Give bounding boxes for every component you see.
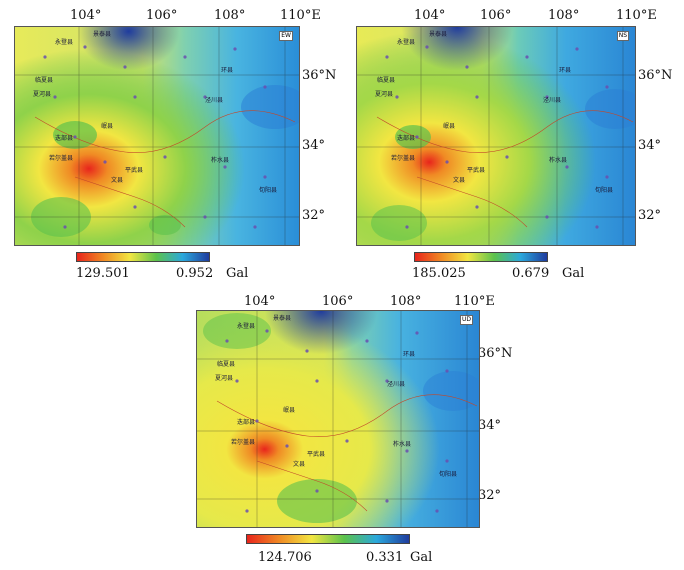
lon-label: 110°E — [454, 294, 495, 309]
town-label: 永登县 — [397, 39, 416, 46]
lat-label: 36°N — [478, 346, 513, 361]
town-label: 若尔盖县 — [391, 155, 416, 162]
town-label: 平武县 — [307, 451, 326, 458]
town-label: 旬阳县 — [259, 187, 278, 194]
town-label: 平武县 — [125, 167, 144, 174]
town-label: 柞水县 — [549, 157, 568, 164]
town-label: 平武县 — [467, 167, 486, 174]
contour-map: NS 永登县 景泰县 临夏县 夏河县 迭部县 若尔盖县 岷县 文县 平武县 柞水… — [356, 26, 636, 246]
colorbar-min: 0.331 — [366, 550, 404, 565]
lat-label: 32° — [638, 208, 662, 223]
component-tag: UD — [459, 315, 473, 325]
colorbar — [246, 534, 410, 544]
colorbar-max: 124.706 — [258, 550, 312, 565]
lon-label: 104° — [70, 8, 102, 23]
town-label: 旬阳县 — [595, 187, 614, 194]
lon-label: 110°E — [280, 8, 321, 23]
lon-label: 106° — [480, 8, 512, 23]
town-label: 环县 — [221, 67, 234, 74]
lat-label: 36°N — [638, 68, 673, 83]
colorbar — [414, 252, 548, 262]
colorbar-unit: Gal — [410, 550, 433, 565]
town-label: 迭部县 — [397, 135, 416, 142]
lon-label: 104° — [244, 294, 276, 309]
town-label: 岷县 — [283, 407, 296, 414]
town-label: 景泰县 — [429, 31, 448, 38]
town-label: 临夏县 — [217, 361, 236, 368]
lon-label: 108° — [548, 8, 580, 23]
town-label: 文县 — [293, 461, 306, 468]
town-label: 岷县 — [101, 123, 114, 130]
lon-label: 106° — [146, 8, 178, 23]
town-label: 旬阳县 — [439, 471, 458, 478]
lon-label: 110°E — [616, 8, 657, 23]
lat-label: 36°N — [302, 68, 337, 83]
contour-map: EW 永登县 景泰县 临夏县 夏河县 迭部县 若尔盖县 岷县 文县 平武县 柞水… — [14, 26, 300, 246]
town-label: 永登县 — [237, 323, 256, 330]
lat-label: 32° — [302, 208, 326, 223]
town-label: 岷县 — [443, 123, 456, 130]
intensity-field — [357, 27, 635, 245]
town-label: 迭部县 — [55, 135, 74, 142]
town-label: 夏河县 — [33, 91, 52, 98]
contour-map: UD 永登县 景泰县 临夏县 夏河县 迭部县 若尔盖县 岷县 文县 平武县 柞水… — [196, 310, 480, 528]
town-label: 永登县 — [55, 39, 74, 46]
town-label: 泾川县 — [543, 97, 562, 104]
town-label: 泾川县 — [387, 381, 406, 388]
town-label: 临夏县 — [377, 77, 396, 84]
lat-label: 34° — [638, 138, 662, 153]
lon-label: 108° — [390, 294, 422, 309]
component-tag: EW — [279, 31, 293, 41]
lat-label: 34° — [302, 138, 326, 153]
town-label: 柞水县 — [211, 157, 230, 164]
lat-label: 34° — [478, 418, 502, 433]
colorbar-unit: Gal — [226, 266, 249, 281]
intensity-field — [15, 27, 299, 245]
component-tag: NS — [616, 31, 629, 41]
town-label: 迭部县 — [237, 419, 256, 426]
lat-label: 32° — [478, 488, 502, 503]
colorbar-max: 129.501 — [76, 266, 130, 281]
colorbar-min: 0.679 — [512, 266, 550, 281]
lon-label: 106° — [322, 294, 354, 309]
town-label: 景泰县 — [93, 31, 112, 38]
colorbar-max: 185.025 — [412, 266, 466, 281]
town-label: 景泰县 — [273, 315, 292, 322]
town-label: 临夏县 — [35, 77, 54, 84]
town-label: 环县 — [559, 67, 572, 74]
town-label: 泾川县 — [205, 97, 224, 104]
colorbar — [76, 252, 210, 262]
town-label: 若尔盖县 — [49, 155, 74, 162]
town-label: 夏河县 — [375, 91, 394, 98]
town-label: 环县 — [403, 351, 416, 358]
lon-label: 104° — [414, 8, 446, 23]
lon-label: 108° — [214, 8, 246, 23]
intensity-field — [197, 311, 479, 527]
town-label: 文县 — [453, 177, 466, 184]
town-label: 若尔盖县 — [231, 439, 256, 446]
colorbar-min: 0.952 — [176, 266, 214, 281]
town-label: 文县 — [111, 177, 124, 184]
colorbar-unit: Gal — [562, 266, 585, 281]
town-label: 夏河县 — [215, 375, 234, 382]
town-label: 柞水县 — [393, 441, 412, 448]
